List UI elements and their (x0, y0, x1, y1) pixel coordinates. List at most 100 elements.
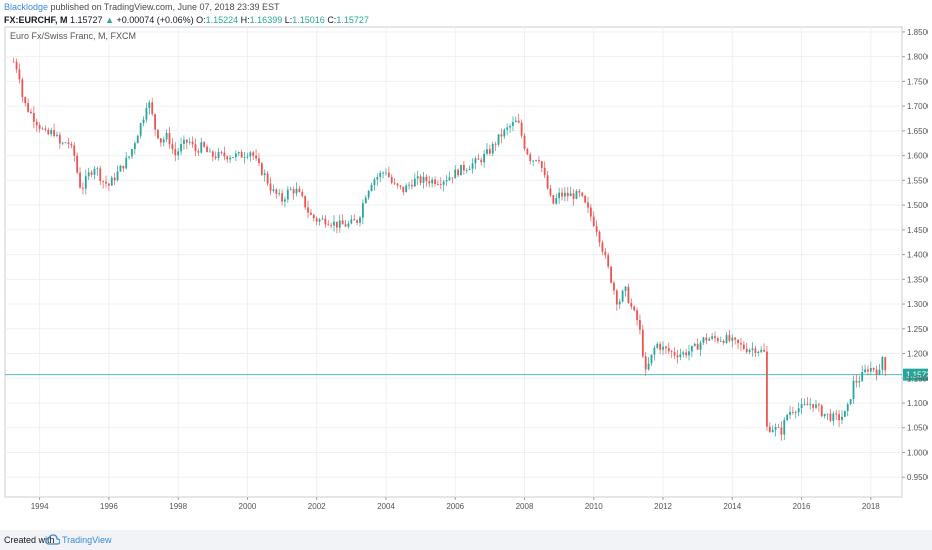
candle-body (347, 223, 350, 227)
candle-body (136, 135, 139, 144)
y-axis: 0.95000 1.00000 1.05000 1.10000 1.15000 1.200… (902, 28, 932, 482)
candle-body (370, 185, 373, 191)
candle-body (393, 182, 396, 184)
chart-area[interactable]: 1.15727 0.95000 1.00000 1.05000 1.10000 1.15… (4, 26, 932, 526)
candle-body (760, 349, 763, 352)
candle-body (278, 193, 281, 195)
candle-body (451, 177, 454, 179)
candle-body (884, 357, 887, 371)
candle-body (690, 345, 693, 352)
price-change: +0.00074 (+0.06%) (116, 15, 194, 25)
candle-body (517, 120, 520, 123)
candle-body (30, 111, 32, 114)
candle-body (15, 61, 18, 70)
candle-body (110, 177, 113, 186)
candle-body (693, 343, 696, 346)
candle-body (128, 156, 130, 158)
candle-body (742, 344, 745, 349)
candle-body (258, 158, 260, 164)
candle-body (471, 163, 474, 169)
candle-body (783, 419, 786, 435)
candle-body (139, 123, 142, 136)
candle-body (696, 343, 699, 350)
candle-body (50, 130, 53, 135)
candle-body (102, 181, 105, 182)
candle-body (105, 181, 107, 184)
candle-body (243, 157, 246, 158)
candle-body (70, 144, 73, 146)
candle-body (209, 151, 211, 153)
tradingview-brand-link[interactable]: TradingView (62, 535, 112, 545)
candle-body (685, 352, 688, 356)
candle-body (875, 369, 878, 375)
candle-body (500, 134, 503, 137)
y-tick-label: 1.30000 (907, 300, 928, 309)
candle-body (217, 152, 220, 159)
candle-body (116, 171, 119, 181)
candle-body (792, 411, 794, 413)
candle-body (786, 414, 789, 420)
author-name[interactable]: Blacklodge (4, 2, 49, 12)
candle-body (789, 411, 791, 415)
candle-body (272, 189, 275, 191)
symbol-label: FX:EURCHF, M (4, 15, 68, 25)
candle-body (812, 404, 815, 408)
candle-body (382, 172, 384, 174)
candle-body (67, 142, 70, 145)
candle-body (344, 224, 347, 227)
candle-body (558, 192, 561, 199)
candle-body (549, 188, 552, 196)
candle-body (719, 340, 722, 342)
candle-body (411, 184, 413, 187)
candle-body (177, 151, 180, 156)
candle-body (61, 142, 64, 144)
x-tick-label: 2006 (446, 502, 464, 511)
candle-body (21, 79, 24, 98)
candle-body (754, 348, 757, 353)
candle-body (587, 202, 589, 208)
candle-body (806, 403, 809, 406)
tradingview-cloud-icon (46, 534, 60, 545)
candle-body (99, 168, 102, 182)
candle-body (41, 128, 44, 130)
candle-body (613, 282, 615, 291)
candle-body (615, 290, 618, 305)
candle-body (766, 351, 768, 427)
candle-body (509, 125, 511, 128)
candle-body (439, 184, 442, 185)
candle-body (881, 357, 884, 370)
candlestick-chart[interactable]: 1.15727 0.95000 1.00000 1.05000 1.10000 1.15… (4, 26, 932, 526)
candle-body (595, 226, 598, 232)
candle-body (820, 405, 823, 417)
y-tick-label: 1.05000 (907, 424, 928, 433)
candle-body (503, 129, 506, 137)
candle-body (402, 186, 405, 193)
open-value: 1.15224 (205, 15, 239, 25)
chart-title: Euro Fx/Swiss Franc, M, FXCM (10, 31, 136, 41)
candle-body (716, 338, 719, 342)
candle-body (58, 134, 61, 144)
candle-body (295, 188, 298, 194)
candle-body (307, 207, 309, 213)
candle-body (803, 403, 806, 405)
candle-body (829, 413, 832, 421)
candle-body (333, 221, 335, 226)
candle-body (359, 217, 361, 223)
candle-body (514, 120, 517, 123)
y-tick-label: 1.45000 (907, 226, 928, 235)
y-tick-label: 1.40000 (907, 251, 928, 260)
x-tick-label: 2016 (793, 502, 811, 511)
candle-body (442, 181, 445, 185)
candle-body (555, 198, 558, 204)
candle-body (832, 413, 835, 421)
candle-body (185, 139, 188, 143)
candle-body (122, 165, 125, 169)
y-tick-label: 1.80000 (907, 53, 928, 62)
candle-body (529, 154, 532, 162)
low-label: L: (284, 15, 293, 25)
candle-body (823, 413, 826, 417)
candle-body (869, 367, 872, 372)
candle-body (151, 102, 154, 115)
candle-body (84, 176, 87, 189)
candle-body (445, 180, 448, 182)
